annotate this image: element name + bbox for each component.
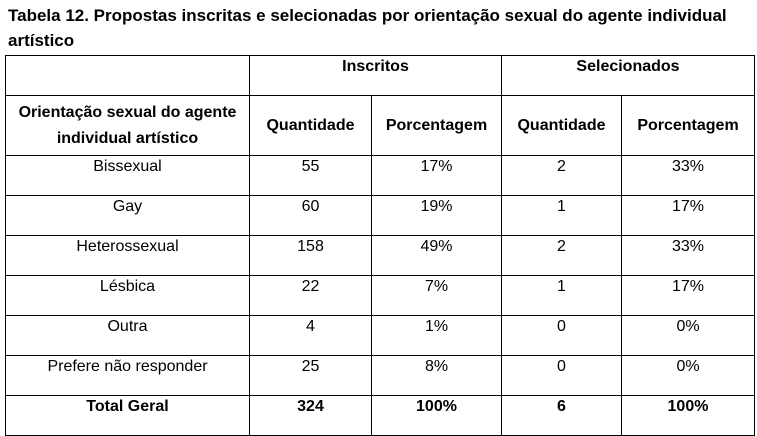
cell: 2: [501, 155, 622, 196]
column-header: Quantidade: [501, 95, 622, 156]
column-header-row: Orientação sexual do agente individual a…: [5, 95, 755, 156]
group-header-row: Inscritos Selecionados: [5, 55, 755, 96]
cell: 17%: [621, 195, 755, 236]
cell: 1: [501, 195, 622, 236]
column-header: Porcentagem: [371, 95, 502, 156]
row-label: Lésbica: [5, 275, 250, 316]
data-row: Prefere não responder 25 8% 0 0%: [5, 355, 755, 396]
cell: 1%: [371, 315, 502, 356]
data-row: Bissexual 55 17% 2 33%: [5, 155, 755, 196]
cell: 324: [249, 395, 372, 436]
column-header: Porcentagem: [621, 95, 755, 156]
table-title: Tabela 12. Propostas inscritas e selecio…: [8, 6, 727, 50]
column-header: Orientação sexual do agente individual a…: [5, 95, 250, 156]
data-row: Heterossexual 158 49% 2 33%: [5, 235, 755, 276]
cell: 4: [249, 315, 372, 356]
cell: 6: [501, 395, 622, 436]
cell: 0%: [621, 355, 755, 396]
data-row: Lésbica 22 7% 1 17%: [5, 275, 755, 316]
row-label: Heterossexual: [5, 235, 250, 276]
cell: 25: [249, 355, 372, 396]
empty-cell: [5, 55, 250, 96]
cell: 33%: [621, 155, 755, 196]
group-header: Selecionados: [501, 55, 755, 96]
cell: 0%: [621, 315, 755, 356]
cell: 17%: [621, 275, 755, 316]
data-table: Inscritos Selecionados Orientação sexual…: [5, 55, 755, 436]
cell: 49%: [371, 235, 502, 276]
row-label: Prefere não responder: [5, 355, 250, 396]
cell: 60: [249, 195, 372, 236]
cell: 100%: [371, 395, 502, 436]
row-label: Bissexual: [5, 155, 250, 196]
group-header: Inscritos: [249, 55, 502, 96]
cell: 0: [501, 355, 622, 396]
cell: 8%: [371, 355, 502, 396]
cell: 7%: [371, 275, 502, 316]
cell: 22: [249, 275, 372, 316]
cell: 17%: [371, 155, 502, 196]
cell: 1: [501, 275, 622, 316]
cell: 33%: [621, 235, 755, 276]
column-header: Quantidade: [249, 95, 372, 156]
row-label: Outra: [5, 315, 250, 356]
total-row: Total Geral 324 100% 6 100%: [5, 395, 755, 436]
table-body: Bissexual 55 17% 2 33% Gay 60 19% 1 17% Heterossex…: [5, 155, 755, 436]
data-row: Outra 4 1% 0 0%: [5, 315, 755, 356]
cell: 55: [249, 155, 372, 196]
cell: 158: [249, 235, 372, 276]
cell: 0: [501, 315, 622, 356]
cell: 19%: [371, 195, 502, 236]
data-row: Gay 60 19% 1 17%: [5, 195, 755, 236]
row-label: Gay: [5, 195, 250, 236]
cell: 2: [501, 235, 622, 276]
row-label: Total Geral: [5, 395, 250, 436]
cell: 100%: [621, 395, 755, 436]
